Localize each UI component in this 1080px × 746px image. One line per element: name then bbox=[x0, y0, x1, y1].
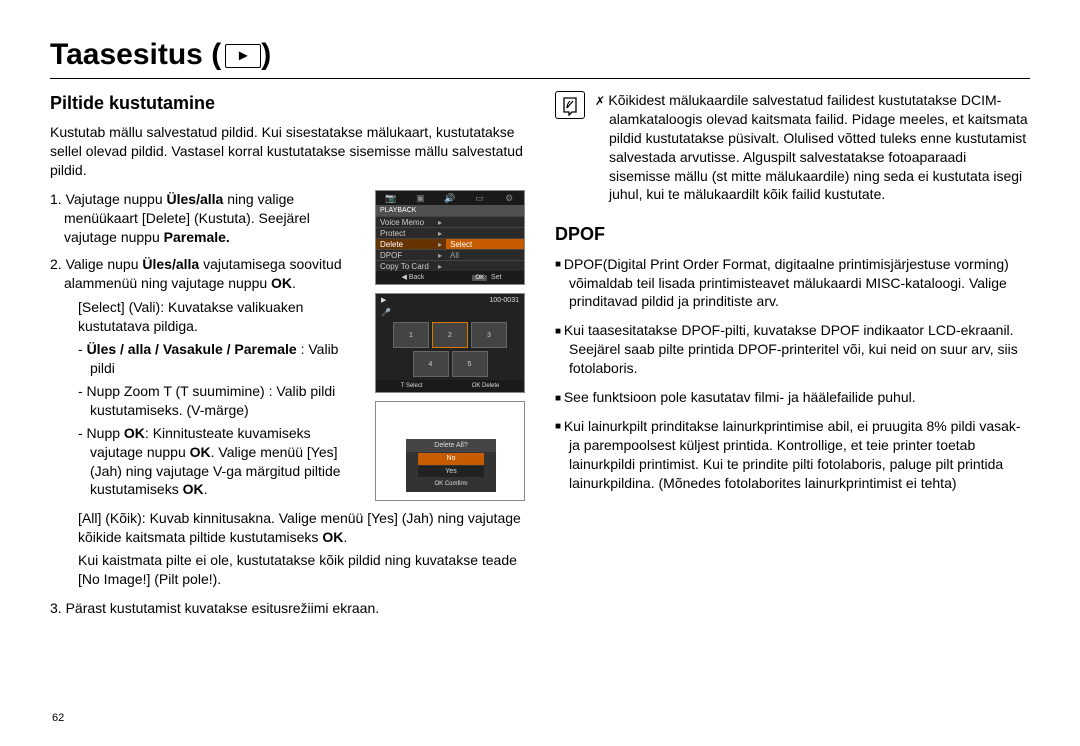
playback-mode-icon: ▸ bbox=[225, 44, 261, 68]
t: OK bbox=[271, 275, 292, 291]
thumbnail: 5 bbox=[452, 351, 488, 377]
note-block: Kõikidest mälukaardile salvestatud faili… bbox=[555, 91, 1030, 204]
thumbnail: 4 bbox=[413, 351, 449, 377]
content-columns: Piltide kustutamine Kustutab mällu salve… bbox=[50, 91, 1030, 618]
dialog-option-no: No bbox=[418, 453, 484, 464]
page-title: Taasesitus (▸) bbox=[50, 38, 1030, 79]
menu-row: Voice Memo▸ bbox=[376, 216, 524, 227]
tab-icon: ⚙ bbox=[494, 191, 524, 205]
play-icon: ▶ bbox=[381, 296, 386, 305]
dash-2: - Nupp Zoom T (T suumimine) : Valib pild… bbox=[90, 382, 363, 420]
t: OK bbox=[124, 425, 145, 441]
t: Üles/alla bbox=[167, 191, 224, 207]
t: Back bbox=[409, 274, 425, 281]
dash-3: - Nupp OK: Kinnitusteate kuvamiseks vaju… bbox=[90, 424, 363, 500]
menu-row: Delete▸Select bbox=[376, 238, 524, 249]
dialog-option-yes: Yes bbox=[418, 466, 484, 477]
foot-delete: OK Delete bbox=[472, 380, 500, 392]
t: Comfirm bbox=[445, 481, 468, 487]
select-desc: [Select] (Vali): Kuvatakse valikuaken ku… bbox=[78, 298, 363, 336]
counter: 100-0031 bbox=[489, 296, 519, 305]
thumb-footer: T Select OK Delete bbox=[376, 380, 524, 392]
screenshot-confirm-dialog: Delete All? No Yes OK Comfirm bbox=[375, 401, 525, 501]
t: . bbox=[292, 275, 296, 291]
t: [All] (Kõik): Kuvab kinnitusakna. Valige… bbox=[78, 510, 521, 545]
screenshots-stack: 📷 ▣ 🔊 ▭ ⚙ PLAYBACK Voice Memo▸Protect▸De… bbox=[375, 190, 525, 503]
step-1-row: 1. Vajutage nuppu Üles/alla ning valige … bbox=[50, 190, 525, 503]
all-desc: [All] (Kõik): Kuvab kinnitusakna. Valige… bbox=[78, 509, 525, 547]
menu-row: DPOF▸All bbox=[376, 249, 524, 260]
tab-icon: 📷 bbox=[376, 191, 406, 205]
t: . bbox=[343, 529, 347, 545]
all-note: Kui kaistmata pilte ei ole, kustutatakse… bbox=[78, 551, 525, 589]
heading-delete-images: Piltide kustutamine bbox=[50, 91, 525, 115]
foot-back: ◀ Back bbox=[376, 271, 450, 284]
dpof-p4: Kui lainurkpilt prinditakse lainurkprint… bbox=[569, 417, 1030, 493]
t: - bbox=[78, 341, 87, 357]
t: OK bbox=[434, 481, 443, 487]
step-1-text: 1. Vajutage nuppu Üles/alla ning valige … bbox=[50, 190, 363, 503]
t: Üles / alla / Vasakule / Paremale bbox=[87, 341, 297, 357]
step-3: 3. Pärast kustutamist kuvatakse esitusre… bbox=[64, 599, 525, 618]
left-column: Piltide kustutamine Kustutab mällu salve… bbox=[50, 91, 525, 618]
t: Paremale. bbox=[164, 229, 230, 245]
t: T bbox=[401, 383, 405, 389]
dpof-p2: Kui taasesitatakse DPOF-pilti, kuvatakse… bbox=[569, 321, 1030, 378]
menu-row: Copy To Card▸ bbox=[376, 260, 524, 271]
t: OK bbox=[472, 383, 481, 389]
right-column: Kõikidest mälukaardile salvestatud faili… bbox=[555, 91, 1030, 618]
foot-set: OK Set bbox=[450, 271, 524, 284]
menu-header: PLAYBACK bbox=[376, 205, 524, 216]
menu-footer: ◀ Back OK Set bbox=[376, 271, 524, 284]
menu-row: Protect▸ bbox=[376, 227, 524, 238]
note-text: Kõikidest mälukaardile salvestatud faili… bbox=[609, 91, 1030, 204]
title-close: ) bbox=[261, 38, 271, 71]
thumbnail: 2 bbox=[432, 322, 468, 348]
dialog-footer: OK Comfirm bbox=[406, 480, 496, 488]
t: . bbox=[204, 481, 208, 497]
title-text: Taasesitus ( bbox=[50, 38, 221, 71]
thumbnail-grid: 12345 bbox=[376, 319, 524, 380]
mic-icon: 🎤 bbox=[376, 308, 524, 319]
foot-select: T Select bbox=[401, 380, 423, 392]
t: Delete bbox=[482, 383, 499, 389]
screenshot-playback-menu: 📷 ▣ 🔊 ▭ ⚙ PLAYBACK Voice Memo▸Protect▸De… bbox=[375, 190, 525, 285]
t: OK bbox=[472, 275, 487, 281]
t: 2. Valige nupu bbox=[50, 256, 142, 272]
screenshot-thumbnail-select: ▶ 100-0031 🎤 12345 T Select OK Delete bbox=[375, 293, 525, 393]
tab-icon: ▣ bbox=[406, 191, 436, 205]
t: Select bbox=[406, 383, 423, 389]
thumb-top-bar: ▶ 100-0031 bbox=[376, 294, 524, 307]
intro-paragraph: Kustutab mällu salvestatud pildid. Kui s… bbox=[50, 123, 525, 180]
dialog-title: Delete All? bbox=[406, 439, 496, 452]
dpof-p3: See funktsioon pole kasutatav filmi- ja … bbox=[569, 388, 1030, 407]
t: OK bbox=[190, 444, 211, 460]
thumbnail: 3 bbox=[471, 322, 507, 348]
dpof-p1: DPOF(Digital Print Order Format, digitaa… bbox=[569, 255, 1030, 312]
t: Üles/alla bbox=[142, 256, 199, 272]
t: - Nupp bbox=[78, 425, 124, 441]
menu-tabs: 📷 ▣ 🔊 ▭ ⚙ bbox=[376, 191, 524, 205]
note-icon bbox=[555, 91, 585, 119]
t: 1. Vajutage nuppu bbox=[50, 191, 167, 207]
delete-all-dialog: Delete All? No Yes OK Comfirm bbox=[406, 439, 496, 492]
thumbnail: 1 bbox=[393, 322, 429, 348]
t: OK bbox=[322, 529, 343, 545]
t: Set bbox=[491, 274, 502, 281]
tab-icon: ▭ bbox=[465, 191, 495, 205]
dash-1: - Üles / alla / Vasakule / Paremale : Va… bbox=[90, 340, 363, 378]
heading-dpof: DPOF bbox=[555, 222, 1030, 246]
tab-icon: 🔊 bbox=[435, 191, 465, 205]
page-number: 62 bbox=[52, 712, 64, 724]
t: OK bbox=[183, 481, 204, 497]
